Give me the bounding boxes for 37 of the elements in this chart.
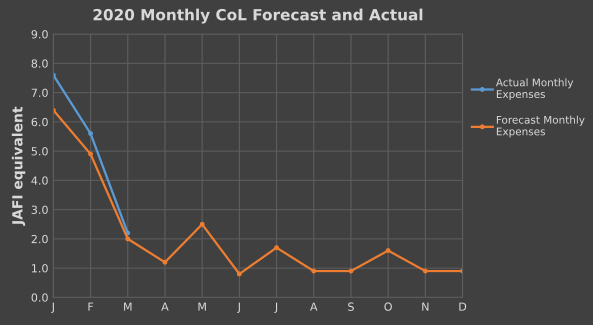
- x-tick-label: J: [274, 302, 278, 313]
- y-tick-label: 8.0: [32, 59, 48, 68]
- y-tick-label: 3.0: [32, 206, 48, 214]
- y-axis-title: JAFI equivalent: [12, 106, 26, 226]
- x-tick-label: N: [422, 302, 428, 311]
- x-tick-label: S: [348, 302, 354, 311]
- y-tick-label: 9.0: [32, 30, 48, 39]
- x-tick-label: J: [237, 302, 240, 313]
- x-tick-label: F: [88, 302, 94, 311]
- y-tick-label: 1.0: [32, 264, 48, 273]
- x-tick-label: D: [459, 302, 466, 311]
- point: [386, 248, 391, 254]
- point: [274, 245, 279, 250]
- y-tick-label: 7.0: [32, 88, 48, 98]
- point: [348, 268, 354, 274]
- legend-label: Forecast Monthly Expenses: [496, 116, 585, 138]
- point: [88, 131, 93, 136]
- y-tick-label: 5.0: [32, 147, 48, 156]
- x-tick-label: A: [310, 302, 318, 311]
- point: [200, 222, 205, 227]
- x-tick-label: M: [124, 302, 132, 311]
- legend-label: Actual Monthly Expenses: [496, 78, 574, 100]
- y-tick-label: 6.0: [32, 118, 48, 126]
- point: [311, 268, 316, 274]
- x-tick-label: M: [198, 302, 206, 311]
- point: [422, 268, 428, 274]
- y-tick-label: 2.0: [32, 234, 48, 244]
- point: [125, 236, 130, 242]
- x-tick-label: O: [384, 302, 392, 311]
- point: [236, 272, 242, 276]
- point: [162, 260, 168, 265]
- chart-title: 2020 Monthly CoL Forecast and Actual: [94, 8, 422, 24]
- x-tick-label: A: [161, 302, 169, 311]
- x-tick-label: J: [51, 302, 54, 313]
- y-tick-label: 4.0: [31, 176, 48, 185]
- point: [88, 152, 93, 156]
- y-tick-label: 0.0: [32, 293, 48, 302]
